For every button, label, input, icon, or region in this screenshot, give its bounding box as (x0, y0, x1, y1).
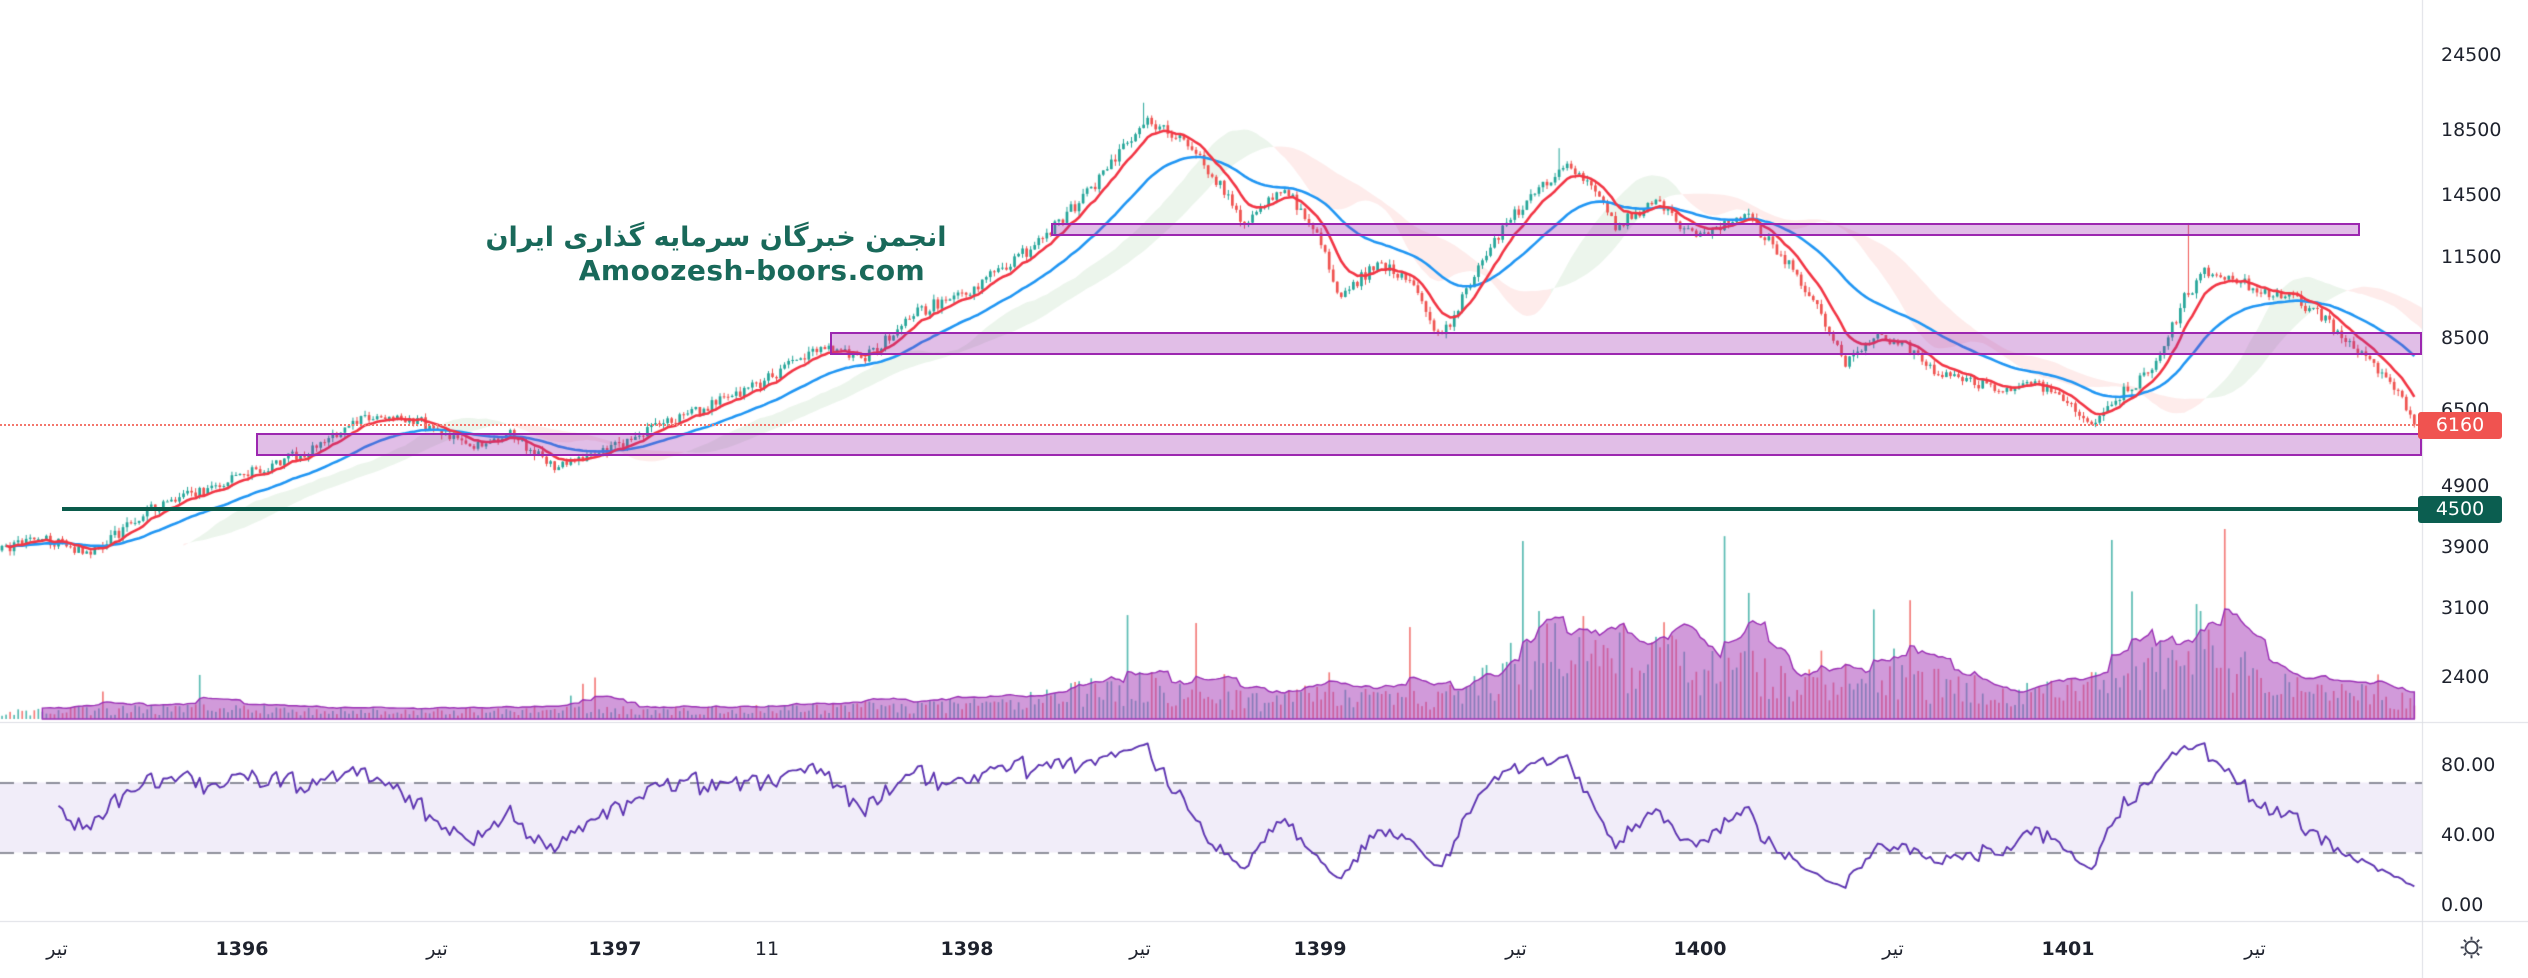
price-tick-label: 3900 (2441, 536, 2490, 558)
price-tick-label: 4900 (2441, 474, 2490, 497)
rsi-tick-label: 40.00 (2441, 824, 2496, 846)
support-price-badge: 4500 (2418, 495, 2502, 523)
price-tick-label: 3100 (2441, 597, 2490, 620)
time-tick-label: تیر (1129, 938, 1151, 960)
time-tick-label: تیر (426, 938, 448, 960)
time-tick-label: تیر (46, 938, 68, 960)
chart-settings-gear-icon[interactable] (2456, 932, 2486, 962)
time-tick-label: 1396 (215, 938, 269, 960)
last-price-badge: 6160 (2418, 411, 2502, 439)
time-tick-label: 1399 (1293, 938, 1347, 960)
price-tick-label: 11500 (2441, 246, 2502, 269)
resistance-zone-lower[interactable] (256, 432, 2422, 457)
time-tick-label: تیر (1882, 938, 1904, 960)
time-tick-label: تیر (2244, 938, 2266, 960)
price-tick-label: 14500 (2441, 184, 2502, 207)
price-tick-label: 2400 (2441, 666, 2490, 688)
time-tick-label: تیر (1505, 938, 1527, 960)
time-tick-label: 1401 (2041, 938, 2095, 960)
time-tick-label: 1400 (1673, 938, 1727, 960)
rsi-tick-label: 0.00 (2441, 894, 2484, 916)
support-line[interactable] (62, 506, 2422, 511)
resistance-zone-middle[interactable] (830, 331, 2422, 355)
price-tick-label: 8500 (2441, 327, 2490, 350)
time-tick-label: 1398 (940, 938, 994, 960)
resistance-zone-upper[interactable] (1051, 222, 2360, 237)
price-tick-label: 24500 (2441, 44, 2502, 66)
price-tick-label: 18500 (2441, 119, 2502, 142)
rsi-tick-label: 80.00 (2441, 754, 2496, 776)
time-tick-label: 1397 (588, 938, 642, 960)
last-price-line (0, 423, 2422, 426)
time-tick-label: 11 (754, 938, 780, 960)
